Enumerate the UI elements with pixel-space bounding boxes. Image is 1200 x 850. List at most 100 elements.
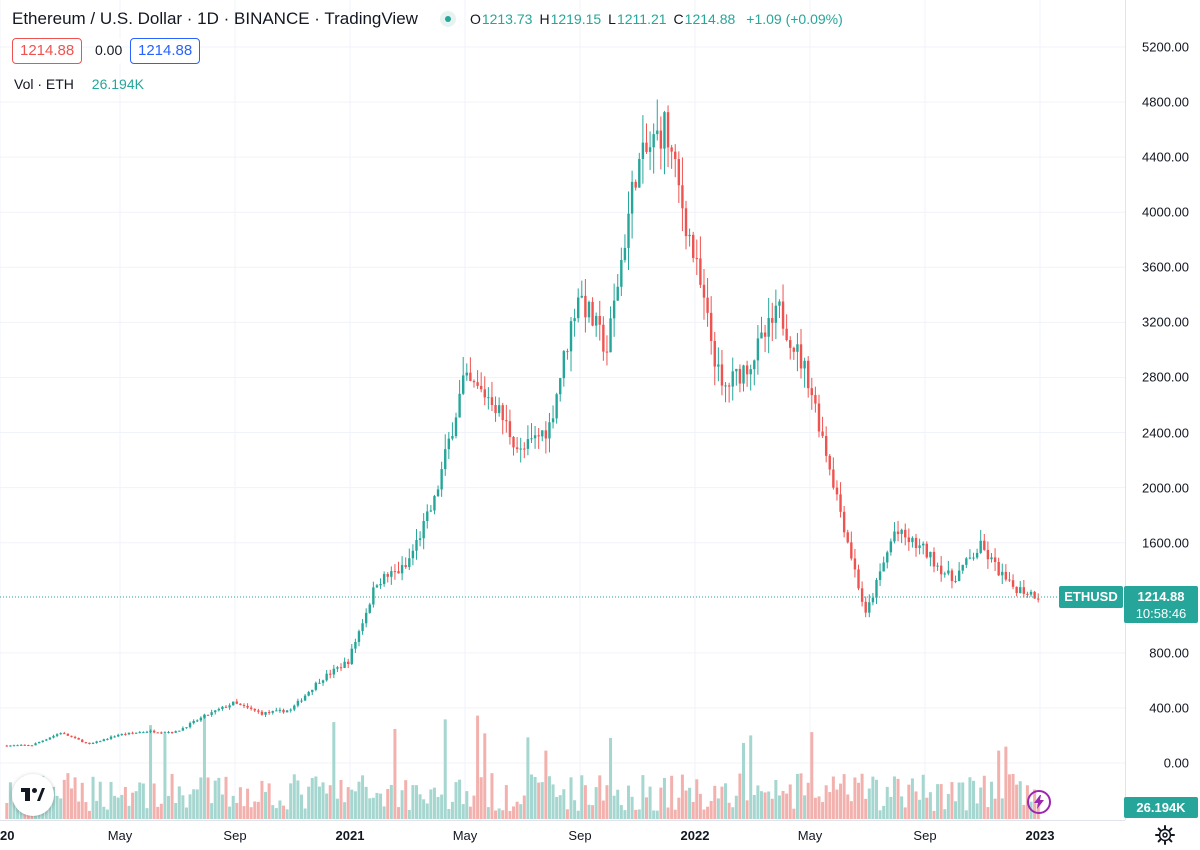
volume-legend[interactable]: Vol · ETH 26.194K xyxy=(14,76,144,92)
ohlc-low: L1211.21 xyxy=(608,11,667,27)
candle-body xyxy=(735,368,738,372)
candle-body xyxy=(347,661,350,665)
volume-bar xyxy=(382,806,386,819)
volume-bar xyxy=(1000,798,1004,819)
candle-body xyxy=(756,338,760,361)
candle-body xyxy=(239,703,242,705)
settings-gear-icon[interactable] xyxy=(1155,825,1175,845)
volume-bar xyxy=(220,794,224,819)
volume-bar xyxy=(770,798,774,819)
candle-body xyxy=(1033,591,1036,599)
volume-bar xyxy=(795,773,799,819)
volume-bar xyxy=(188,794,192,819)
time-scale-label: 2020 xyxy=(0,828,15,843)
candle-body xyxy=(724,385,727,387)
candle-body xyxy=(181,728,185,731)
candle-body xyxy=(695,258,698,260)
candle-body xyxy=(199,717,203,721)
candle-body xyxy=(533,435,537,439)
volume-bar xyxy=(515,801,519,819)
volume-bar xyxy=(921,774,925,819)
candle-body xyxy=(465,372,468,376)
tradingview-logo-icon[interactable] xyxy=(12,774,54,816)
volume-bar xyxy=(432,787,436,819)
candle-body xyxy=(634,181,637,188)
price-change: +1.09 (+0.09%) xyxy=(746,11,843,27)
volume-price-tag: 26.194K xyxy=(1124,797,1198,818)
candle-body xyxy=(896,531,900,534)
volume-bar xyxy=(986,807,990,819)
candle-body xyxy=(433,496,436,511)
volume-bar xyxy=(386,789,390,819)
volume-bar xyxy=(317,786,321,819)
price-chart[interactable] xyxy=(0,0,1125,820)
lightning-icon[interactable] xyxy=(1027,790,1051,814)
candle-body xyxy=(472,381,476,383)
volume-bar xyxy=(102,806,106,819)
volume-bar xyxy=(120,794,124,819)
price-scale-label: 2800.00 xyxy=(1142,369,1189,385)
volume-bar xyxy=(655,810,659,819)
candle-body xyxy=(117,734,120,737)
candle-body xyxy=(875,579,878,598)
volume-bar xyxy=(680,774,684,819)
candle-body xyxy=(720,364,724,386)
volume-bar xyxy=(684,790,688,819)
candle-body xyxy=(30,745,34,747)
volume-bar xyxy=(634,809,638,819)
volume-bar xyxy=(601,800,605,819)
volume-bar xyxy=(573,800,577,819)
candle-body xyxy=(616,286,619,301)
candle-body xyxy=(368,604,371,613)
candle-body xyxy=(329,673,332,675)
candle-body xyxy=(627,213,630,248)
candle-body xyxy=(993,557,997,563)
volume-bar xyxy=(799,773,803,819)
candle-body xyxy=(77,737,80,740)
chart-area[interactable] xyxy=(0,0,1125,820)
volume-bar xyxy=(709,800,713,819)
candle-body xyxy=(523,448,526,450)
bar-countdown: 10:58:46 xyxy=(1135,606,1187,621)
volume-bar xyxy=(494,810,498,819)
market-status-icon[interactable] xyxy=(439,11,456,27)
candle-body xyxy=(850,542,853,559)
symbol-title[interactable]: Ethereum / U.S. Dollar · 1D · BINANCE · … xyxy=(12,9,418,28)
buy-button[interactable]: 1214.88 xyxy=(130,38,201,64)
candle-body xyxy=(70,735,73,737)
volume-bar xyxy=(332,722,336,819)
volume-bar xyxy=(993,798,997,819)
candle-body xyxy=(681,185,684,209)
candle-body xyxy=(444,449,447,470)
candle-body xyxy=(23,744,26,746)
price-scale[interactable]: 5200.00 4800.00 4400.00 4000.00 3600.00 3200.… xyxy=(1125,0,1200,820)
candle-body xyxy=(476,382,479,386)
volume-bar xyxy=(731,807,735,819)
time-scale[interactable]: 2020 May Sep 2021 May Sep 2022 May Sep 2023 xyxy=(0,820,1125,850)
candle-body xyxy=(9,745,12,747)
volume-bar xyxy=(544,750,548,819)
volume-bar xyxy=(368,798,372,819)
volume-bar xyxy=(62,779,66,819)
volume-bar xyxy=(1022,804,1026,819)
volume-bar xyxy=(159,803,163,819)
candle-body xyxy=(325,673,328,681)
volume-bar xyxy=(48,802,52,819)
candle-body xyxy=(66,733,70,736)
candle-body xyxy=(221,706,224,709)
candle-body xyxy=(458,393,461,418)
volume-bar xyxy=(652,810,656,819)
sell-button[interactable]: 1214.88 xyxy=(12,38,83,64)
volume-bar xyxy=(594,787,598,819)
candle-body xyxy=(343,661,346,668)
time-scale-label: May xyxy=(452,828,478,843)
candle-body xyxy=(515,447,519,449)
candle-body xyxy=(494,405,497,413)
candle-body xyxy=(677,159,681,186)
volume-bar xyxy=(339,779,343,819)
candle-body xyxy=(824,435,828,456)
volume-bar xyxy=(321,782,325,819)
candle-body xyxy=(271,711,274,713)
price-scale-label: 1600.00 xyxy=(1142,535,1189,551)
volume-bar xyxy=(637,809,641,819)
